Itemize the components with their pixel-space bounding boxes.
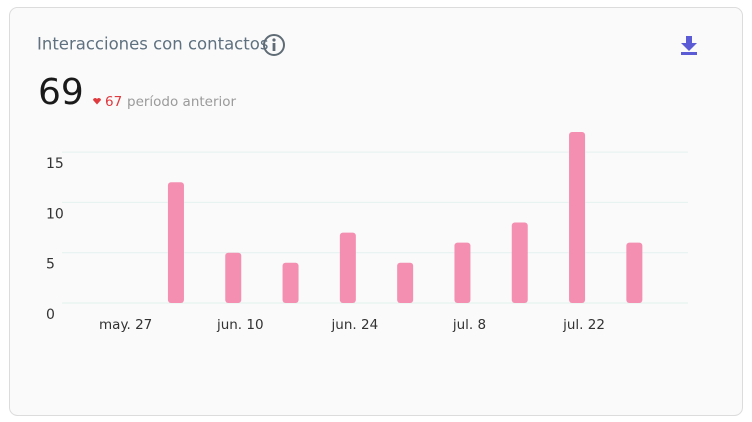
bar (569, 132, 586, 303)
previous-label: período anterior (127, 94, 237, 110)
y-tick-label: 0 (46, 307, 55, 323)
y-tick-label: 5 (46, 257, 55, 273)
x-tick-label: jul. 8 (452, 317, 486, 333)
bar (454, 242, 471, 303)
bar (282, 262, 299, 303)
widget-title: Interacciones con contactos (37, 35, 268, 54)
bar (225, 252, 242, 303)
heart-icon (93, 98, 101, 105)
bar (626, 242, 643, 303)
bar (339, 232, 356, 303)
bar (397, 262, 414, 303)
x-tick-label: jul. 22 (562, 317, 605, 333)
total-value: 69 (38, 72, 84, 113)
x-tick-label: jun. 10 (216, 317, 264, 333)
y-tick-label: 10 (46, 206, 64, 222)
x-tick-label: may. 27 (99, 317, 152, 333)
bar (511, 222, 528, 303)
download-button[interactable] (681, 36, 697, 55)
x-tick-label: jun. 24 (331, 317, 379, 333)
info-icon[interactable] (263, 34, 285, 56)
y-tick-label: 15 (46, 156, 64, 172)
bar (167, 182, 184, 303)
card (9, 7, 743, 416)
previous-value: 67 (105, 94, 122, 110)
